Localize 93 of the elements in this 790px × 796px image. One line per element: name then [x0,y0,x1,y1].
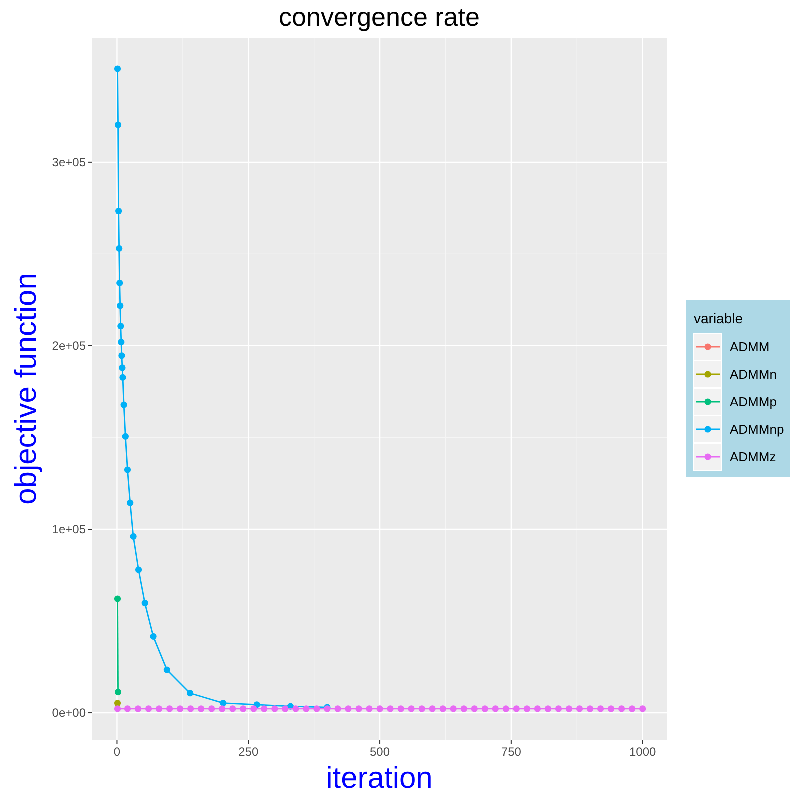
point [586,706,594,712]
point [188,706,194,712]
y-tick-label: 1e+05 [52,522,86,536]
point [230,706,236,712]
point [492,706,499,712]
point [114,700,122,707]
point [119,364,126,372]
point [117,302,124,310]
point [118,338,125,346]
y-axis-title: objective function [10,273,43,505]
point [597,706,604,712]
point [114,596,122,602]
point [314,706,320,712]
chart-title: convergence rate [279,2,480,32]
point [429,706,436,712]
point [116,208,122,215]
point [120,374,126,382]
point [164,666,170,674]
y-tick-label: 0e+00 [52,706,86,720]
point [114,688,122,696]
point [524,706,530,712]
legend-label: ADMMz [730,450,776,464]
point [116,245,123,252]
point [156,706,163,712]
point [116,280,124,286]
point [398,706,404,712]
y-tick-label: 3e+05 [52,155,86,170]
point [482,706,488,712]
point [135,566,142,574]
point [513,706,520,712]
point [534,706,542,712]
point [114,706,122,712]
point [272,706,278,712]
point [134,706,142,712]
point [387,706,394,712]
point [356,706,362,712]
point [122,433,129,440]
point [418,706,426,712]
point [366,706,373,712]
point [186,690,194,697]
point [502,706,510,712]
point [118,352,126,360]
point [127,500,134,506]
point [250,706,258,712]
point [292,706,300,712]
point [282,706,289,712]
x-tick-label: 250 [238,745,259,759]
point [166,706,174,712]
point [544,706,552,712]
x-axis-title: iteration [326,762,433,795]
point [555,706,562,712]
point [576,706,584,712]
point [618,706,626,712]
point [114,66,122,72]
point [460,706,468,712]
y-tick-label: 2e+05 [52,338,86,353]
point [334,706,342,712]
point [114,122,122,128]
point [219,706,226,712]
point [450,706,457,712]
x-tick-label: 500 [370,745,390,759]
point [345,706,352,712]
point [376,706,384,712]
point [640,706,646,712]
point [120,402,128,408]
point [118,323,124,330]
point [240,706,247,712]
point [177,706,184,712]
legend-title: variable [694,310,744,326]
point [145,706,152,712]
x-tick-label: 0 [114,745,121,759]
legend-label: ADMMnp [730,422,784,437]
x-tick-label: 1000 [629,745,656,759]
point [408,706,415,712]
point [198,706,205,712]
point [208,706,216,712]
legend-label: ADMM [730,340,770,354]
point [124,706,132,712]
point [566,706,573,712]
point [303,706,310,712]
point [471,706,478,712]
point [220,700,227,707]
point [142,600,148,607]
x-tick-label: 750 [501,745,522,759]
point [150,633,157,640]
legend-label: ADMMp [730,394,777,410]
legend-label: ADMMn [730,367,777,382]
point [608,706,615,712]
point [629,706,636,712]
point [130,533,137,540]
point [124,466,132,474]
point [261,706,268,712]
point [440,706,446,712]
